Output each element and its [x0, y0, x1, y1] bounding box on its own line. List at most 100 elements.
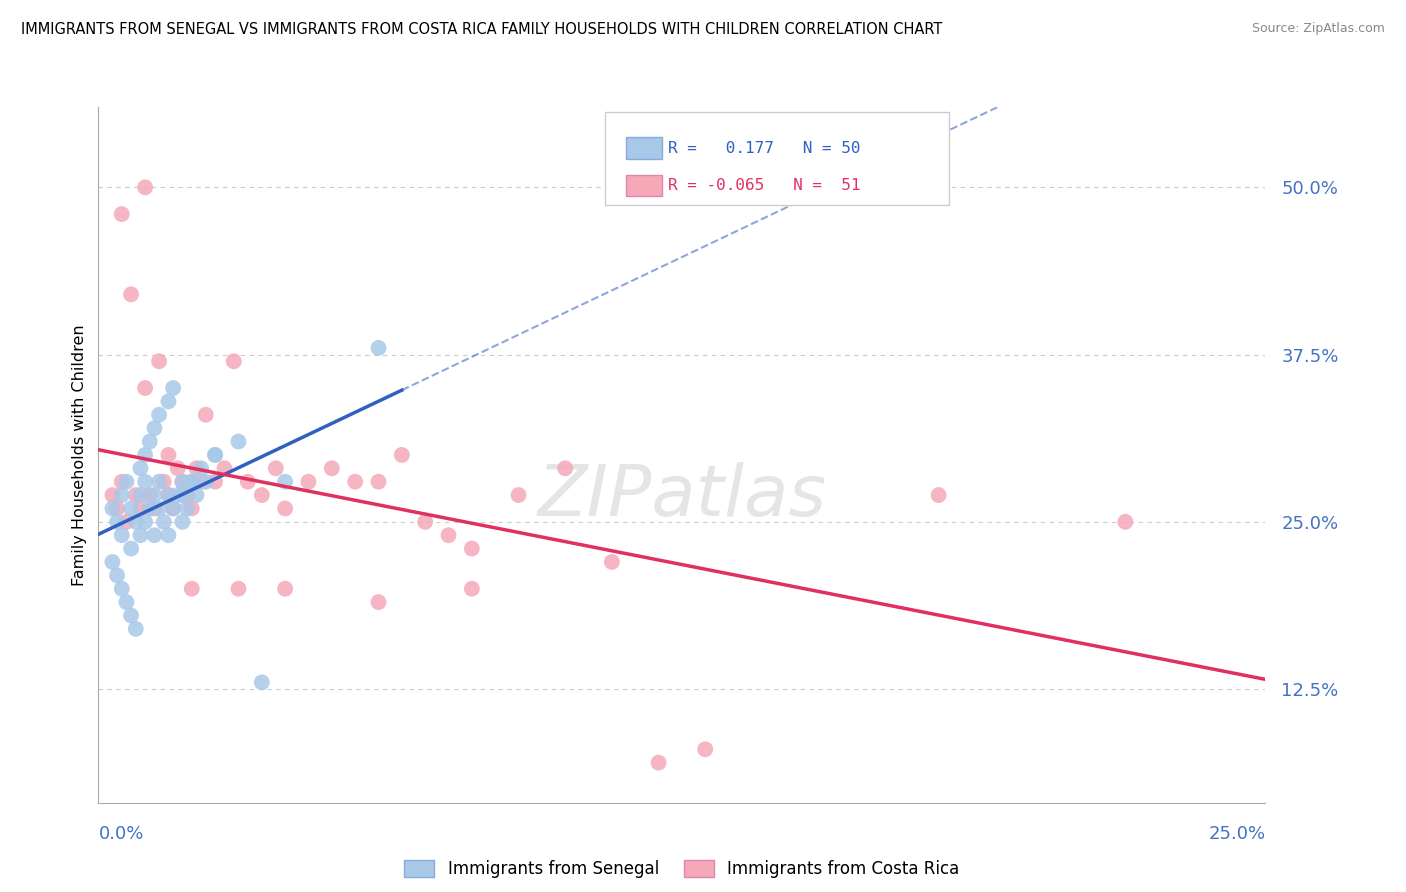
Point — [228, 434, 250, 449]
Point — [148, 475, 170, 489]
Point — [143, 501, 166, 516]
Point — [115, 595, 138, 609]
Point — [148, 501, 170, 516]
Point — [139, 434, 162, 449]
Point — [143, 488, 166, 502]
Point — [274, 582, 297, 596]
Point — [111, 207, 134, 221]
Point — [157, 488, 180, 502]
Point — [172, 475, 194, 489]
Point — [129, 528, 152, 542]
Point — [105, 501, 128, 516]
Point — [134, 381, 156, 395]
Point — [120, 501, 142, 516]
Point — [647, 756, 669, 770]
Point — [194, 408, 217, 422]
Point — [101, 555, 124, 569]
Point — [204, 475, 226, 489]
Point — [166, 488, 188, 502]
Text: Source: ZipAtlas.com: Source: ZipAtlas.com — [1251, 22, 1385, 36]
Point — [105, 568, 128, 582]
Point — [180, 582, 202, 596]
Point — [176, 501, 198, 516]
Point — [111, 475, 134, 489]
Point — [166, 461, 188, 475]
Point — [367, 595, 389, 609]
Point — [129, 488, 152, 502]
Point — [162, 501, 184, 516]
Point — [143, 528, 166, 542]
Point — [222, 354, 245, 368]
Point — [297, 475, 319, 489]
Point — [134, 180, 156, 194]
Text: 0.0%: 0.0% — [98, 825, 143, 843]
Point — [186, 488, 208, 502]
Point — [391, 448, 413, 462]
Point — [139, 501, 162, 516]
Text: R =   0.177   N = 50: R = 0.177 N = 50 — [668, 141, 860, 156]
Point — [180, 475, 202, 489]
Point — [274, 501, 297, 516]
Point — [162, 501, 184, 516]
Point — [157, 448, 180, 462]
Point — [101, 488, 124, 502]
Point — [180, 475, 202, 489]
Point — [367, 475, 389, 489]
Point — [129, 461, 152, 475]
Point — [180, 501, 202, 516]
Point — [148, 354, 170, 368]
Point — [250, 675, 273, 690]
Point — [152, 515, 174, 529]
Point — [125, 515, 148, 529]
Point — [134, 475, 156, 489]
Text: ZIPatlas: ZIPatlas — [537, 462, 827, 531]
Point — [162, 381, 184, 395]
Point — [413, 515, 436, 529]
Point — [461, 582, 484, 596]
Text: R = -0.065   N =  51: R = -0.065 N = 51 — [668, 178, 860, 193]
Point — [157, 394, 180, 409]
Point — [134, 448, 156, 462]
Point — [274, 475, 297, 489]
Point — [105, 515, 128, 529]
Point — [508, 488, 530, 502]
Point — [214, 461, 236, 475]
Point — [101, 501, 124, 516]
Point — [236, 475, 259, 489]
Point — [437, 528, 460, 542]
Point — [157, 528, 180, 542]
Point — [344, 475, 367, 489]
Point — [120, 608, 142, 623]
Point — [111, 488, 134, 502]
Point — [600, 555, 623, 569]
Point — [111, 582, 134, 596]
Point — [928, 488, 950, 502]
Point — [172, 488, 194, 502]
Point — [554, 461, 576, 475]
Point — [228, 582, 250, 596]
Point — [695, 742, 717, 756]
Point — [125, 488, 148, 502]
Point — [172, 475, 194, 489]
Point — [157, 488, 180, 502]
Point — [148, 408, 170, 422]
Point — [190, 475, 212, 489]
Point — [190, 461, 212, 475]
Point — [194, 475, 217, 489]
Point — [250, 488, 273, 502]
Point — [367, 341, 389, 355]
Point — [125, 622, 148, 636]
Point — [186, 461, 208, 475]
Text: 25.0%: 25.0% — [1208, 825, 1265, 843]
Point — [204, 448, 226, 462]
Point — [204, 448, 226, 462]
Point — [139, 488, 162, 502]
Point — [172, 515, 194, 529]
Point — [115, 515, 138, 529]
Point — [143, 421, 166, 435]
Point — [321, 461, 343, 475]
Legend: Immigrants from Senegal, Immigrants from Costa Rica: Immigrants from Senegal, Immigrants from… — [398, 854, 966, 885]
Point — [120, 541, 142, 556]
Point — [176, 488, 198, 502]
Point — [134, 515, 156, 529]
